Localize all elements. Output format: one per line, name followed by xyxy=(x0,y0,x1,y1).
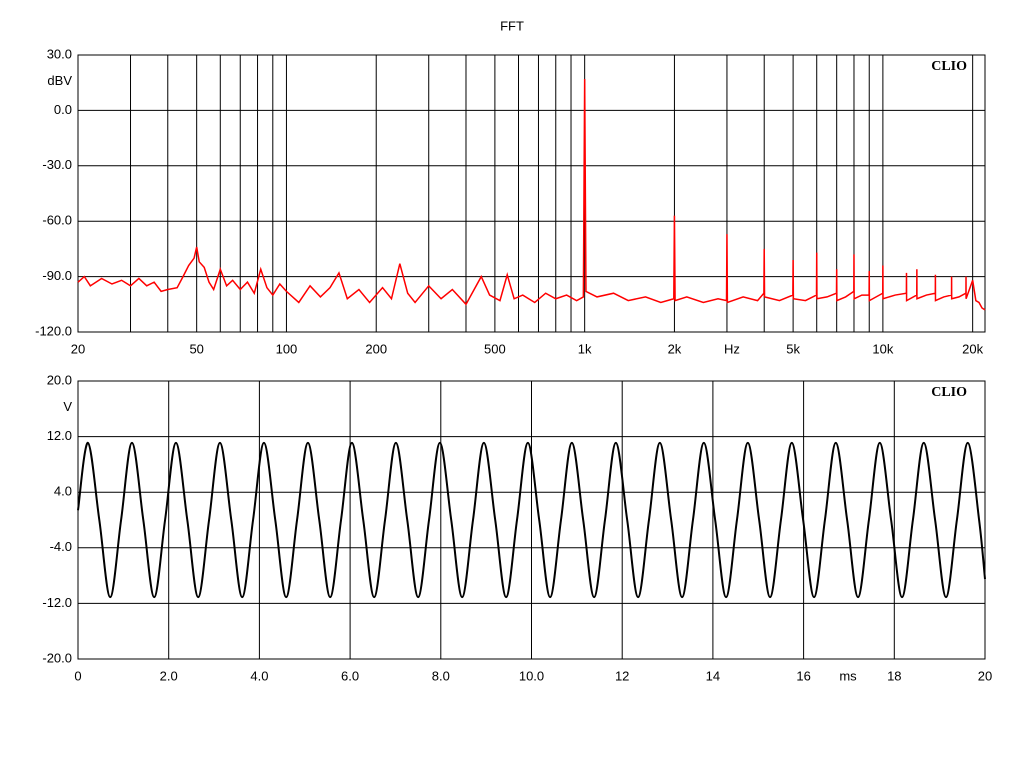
y-tick-label: 4.0 xyxy=(54,484,72,499)
x-tick-label: 12 xyxy=(615,668,629,683)
y-axis-label: dBV xyxy=(47,73,72,88)
y-tick-label: -12.0 xyxy=(42,595,72,610)
y-tick-label: -60.0 xyxy=(42,213,72,228)
x-tick-label: 500 xyxy=(484,341,506,356)
y-axis-label: V xyxy=(63,399,72,414)
plot-frame xyxy=(77,380,986,660)
data-line xyxy=(77,79,986,311)
x-tick-label: 200 xyxy=(365,341,387,356)
data-line xyxy=(77,441,986,599)
x-tick-label: 10k xyxy=(872,341,893,356)
y-tick-label: 20.0 xyxy=(47,372,72,387)
x-tick-label: 20 xyxy=(978,668,992,683)
x-tick-label: 100 xyxy=(276,341,298,356)
x-tick-label: 5k xyxy=(786,341,800,356)
x-axis-label: ms xyxy=(839,668,857,683)
x-axis-label: Hz xyxy=(724,341,740,356)
x-tick-label: 50 xyxy=(189,341,203,356)
y-tick-label: -20.0 xyxy=(42,650,72,665)
y-tick-label: 12.0 xyxy=(47,428,72,443)
x-tick-label: 18 xyxy=(887,668,901,683)
x-tick-label: 20 xyxy=(71,341,85,356)
x-tick-label: 6.0 xyxy=(341,668,359,683)
x-tick-label: 1k xyxy=(578,341,592,356)
plot-frame xyxy=(77,54,986,333)
y-tick-label: 0.0 xyxy=(54,102,72,117)
x-tick-label: 16 xyxy=(796,668,810,683)
x-tick-label: 10.0 xyxy=(519,668,544,683)
x-tick-label: 2.0 xyxy=(160,668,178,683)
watermark: CLIO xyxy=(931,59,967,74)
y-tick-label: -30.0 xyxy=(42,157,72,172)
x-tick-label: 20k xyxy=(962,341,983,356)
x-tick-label: 0 xyxy=(74,668,81,683)
y-tick-label: -90.0 xyxy=(42,268,72,283)
watermark: CLIO xyxy=(931,385,967,400)
x-tick-label: 4.0 xyxy=(250,668,268,683)
y-tick-label: -4.0 xyxy=(50,539,72,554)
x-tick-label: 2k xyxy=(668,341,682,356)
x-tick-label: 14 xyxy=(706,668,720,683)
x-tick-label: 8.0 xyxy=(432,668,450,683)
chart-title: FFT xyxy=(500,18,524,33)
y-tick-label: -120.0 xyxy=(35,323,72,338)
y-tick-label: 30.0 xyxy=(47,46,72,61)
